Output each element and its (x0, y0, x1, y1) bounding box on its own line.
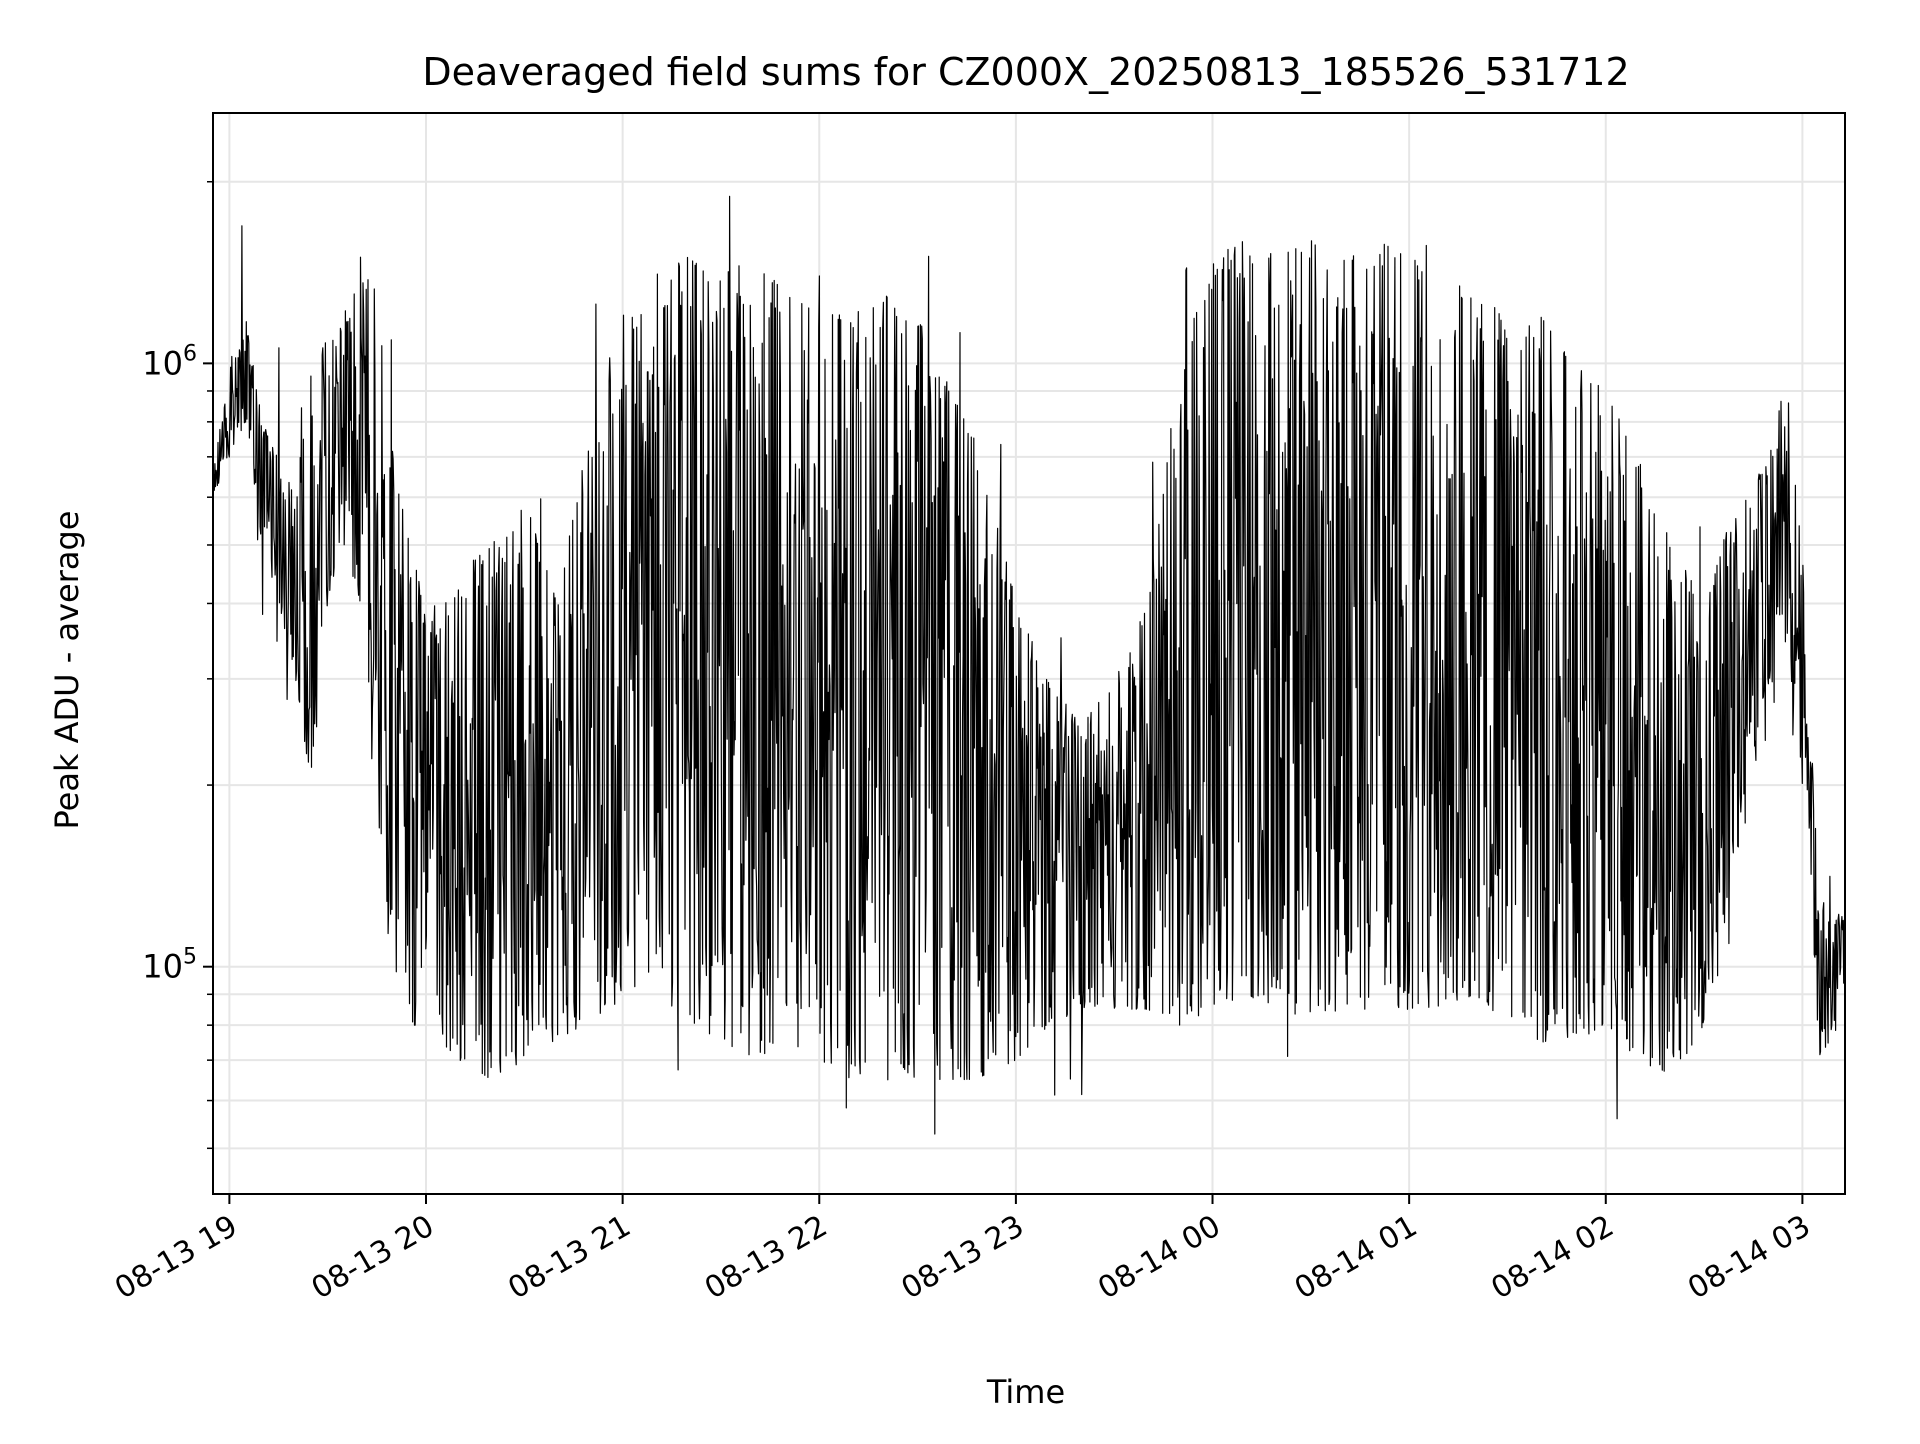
y-tick-label: 105 (142, 945, 197, 986)
chart-title: Deaveraged field sums for CZ000X_2025081… (422, 50, 1629, 94)
series-line (212, 195, 1846, 1135)
series-layer (212, 195, 1846, 1135)
x-axis-label: Time (986, 1373, 1065, 1411)
y-axis-label: Peak ADU - average (48, 511, 86, 830)
y-tick-label: 106 (142, 341, 197, 382)
plot-frame (212, 112, 1846, 1195)
